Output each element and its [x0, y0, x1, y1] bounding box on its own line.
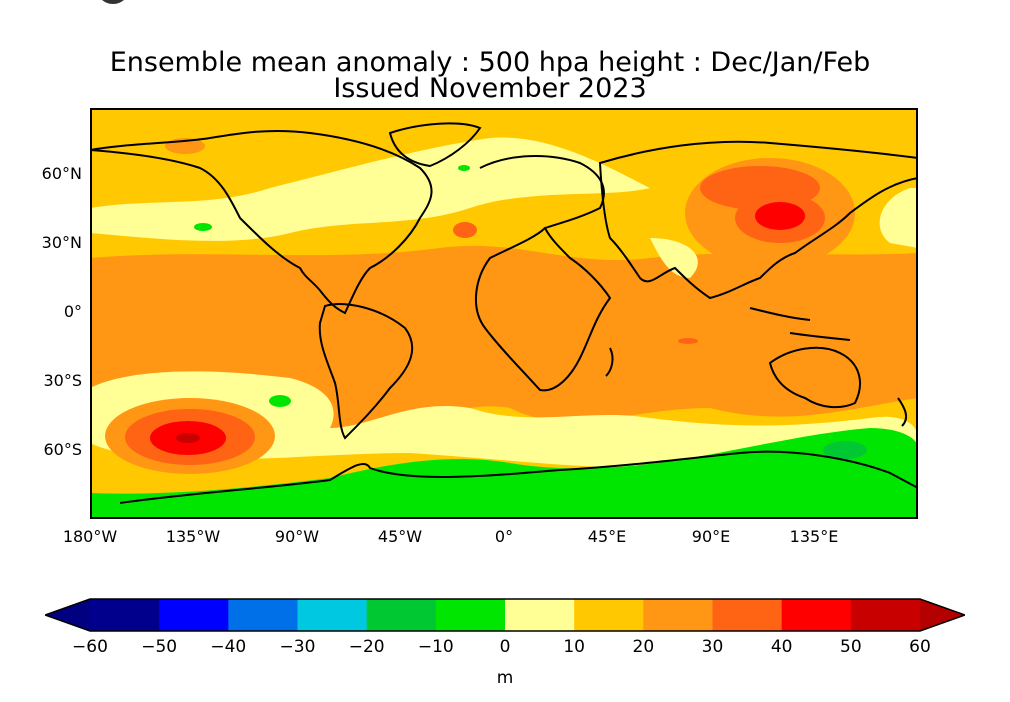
colorbar-segment	[850, 599, 921, 631]
colorbar-tick-label: −20	[348, 637, 385, 657]
colorbar-segment	[228, 599, 298, 631]
x-tick-90w: 90°W	[274, 527, 320, 546]
colorbar-tick-label: −10	[417, 637, 454, 657]
colorbar-tick-label: 0	[499, 637, 511, 657]
colorbar-segment	[435, 599, 506, 631]
colorbar-segment	[159, 599, 229, 631]
colorbar-tick-label: −40	[210, 637, 247, 657]
colorbar-tick-label: −30	[279, 637, 316, 657]
x-tick-45e: 45°E	[587, 527, 627, 546]
colorbar-arrow-high	[920, 599, 965, 631]
colorbar-segment	[297, 599, 368, 631]
anomaly-map	[90, 108, 918, 519]
colorbar-tick-label: 10	[563, 637, 585, 657]
colorbar-tick-label: 20	[632, 637, 655, 657]
colorbar-segment	[90, 599, 160, 631]
cropped-logo-fragment	[96, 0, 130, 4]
x-tick-180w: 180°W	[62, 527, 118, 546]
colorbar-tick-label: 30	[701, 637, 724, 657]
field-green-npac	[194, 223, 212, 231]
y-tick-30n: 30°N	[41, 233, 82, 252]
colorbar	[42, 598, 968, 632]
field-yellow-north	[90, 137, 650, 241]
x-tick-135w: 135°W	[165, 527, 221, 546]
colorbar-tick-label: −60	[72, 637, 108, 657]
map-subtitle: Issued November 2023	[333, 73, 647, 104]
colorbar-segment	[366, 599, 437, 631]
field-darkorange-ind	[678, 338, 698, 344]
field-green-atl	[458, 165, 470, 171]
colorbar-segment	[505, 599, 575, 631]
x-tick-0: 0°	[494, 527, 514, 546]
colorbar-tick-label: 60	[909, 637, 931, 657]
y-tick-30s: 30°S	[43, 371, 82, 390]
x-tick-45w: 45°W	[377, 527, 423, 546]
colorbar-arrow-low	[45, 599, 90, 631]
x-tick-90e: 90°E	[691, 527, 731, 546]
y-tick-60n: 60°N	[41, 164, 82, 183]
field-yellow-asia	[650, 238, 698, 278]
colorbar-tick-label: 50	[840, 637, 862, 657]
anomaly-map-svg	[90, 108, 918, 519]
field-red-asia	[755, 202, 805, 230]
map-frame	[90, 108, 918, 519]
colorbar-segment	[781, 599, 852, 631]
colorbar-tick-label: 40	[770, 637, 793, 657]
y-tick-60s: 60°S	[43, 440, 82, 459]
colorbar-segment	[643, 599, 713, 631]
field-darkorange-atl	[453, 222, 477, 238]
y-tick-0: 0°	[63, 302, 82, 321]
field-darkred-spac	[176, 433, 200, 443]
map-title: Ensemble mean anomaly : 500 hpa height :…	[109, 47, 871, 78]
colorbar-svg	[42, 598, 968, 632]
colorbar-segment	[712, 599, 783, 631]
field-yellow-south	[90, 371, 918, 468]
field-yellow-ne	[879, 188, 918, 248]
field-midgreen-antarctic	[823, 441, 867, 459]
x-tick-135e: 135°E	[789, 527, 839, 546]
coastlines	[90, 122, 918, 504]
colorbar-unit: m	[496, 668, 514, 688]
colorbar-tick-label: −50	[141, 637, 178, 657]
field-green-spac	[269, 395, 291, 407]
colorbar-segment	[574, 599, 644, 631]
